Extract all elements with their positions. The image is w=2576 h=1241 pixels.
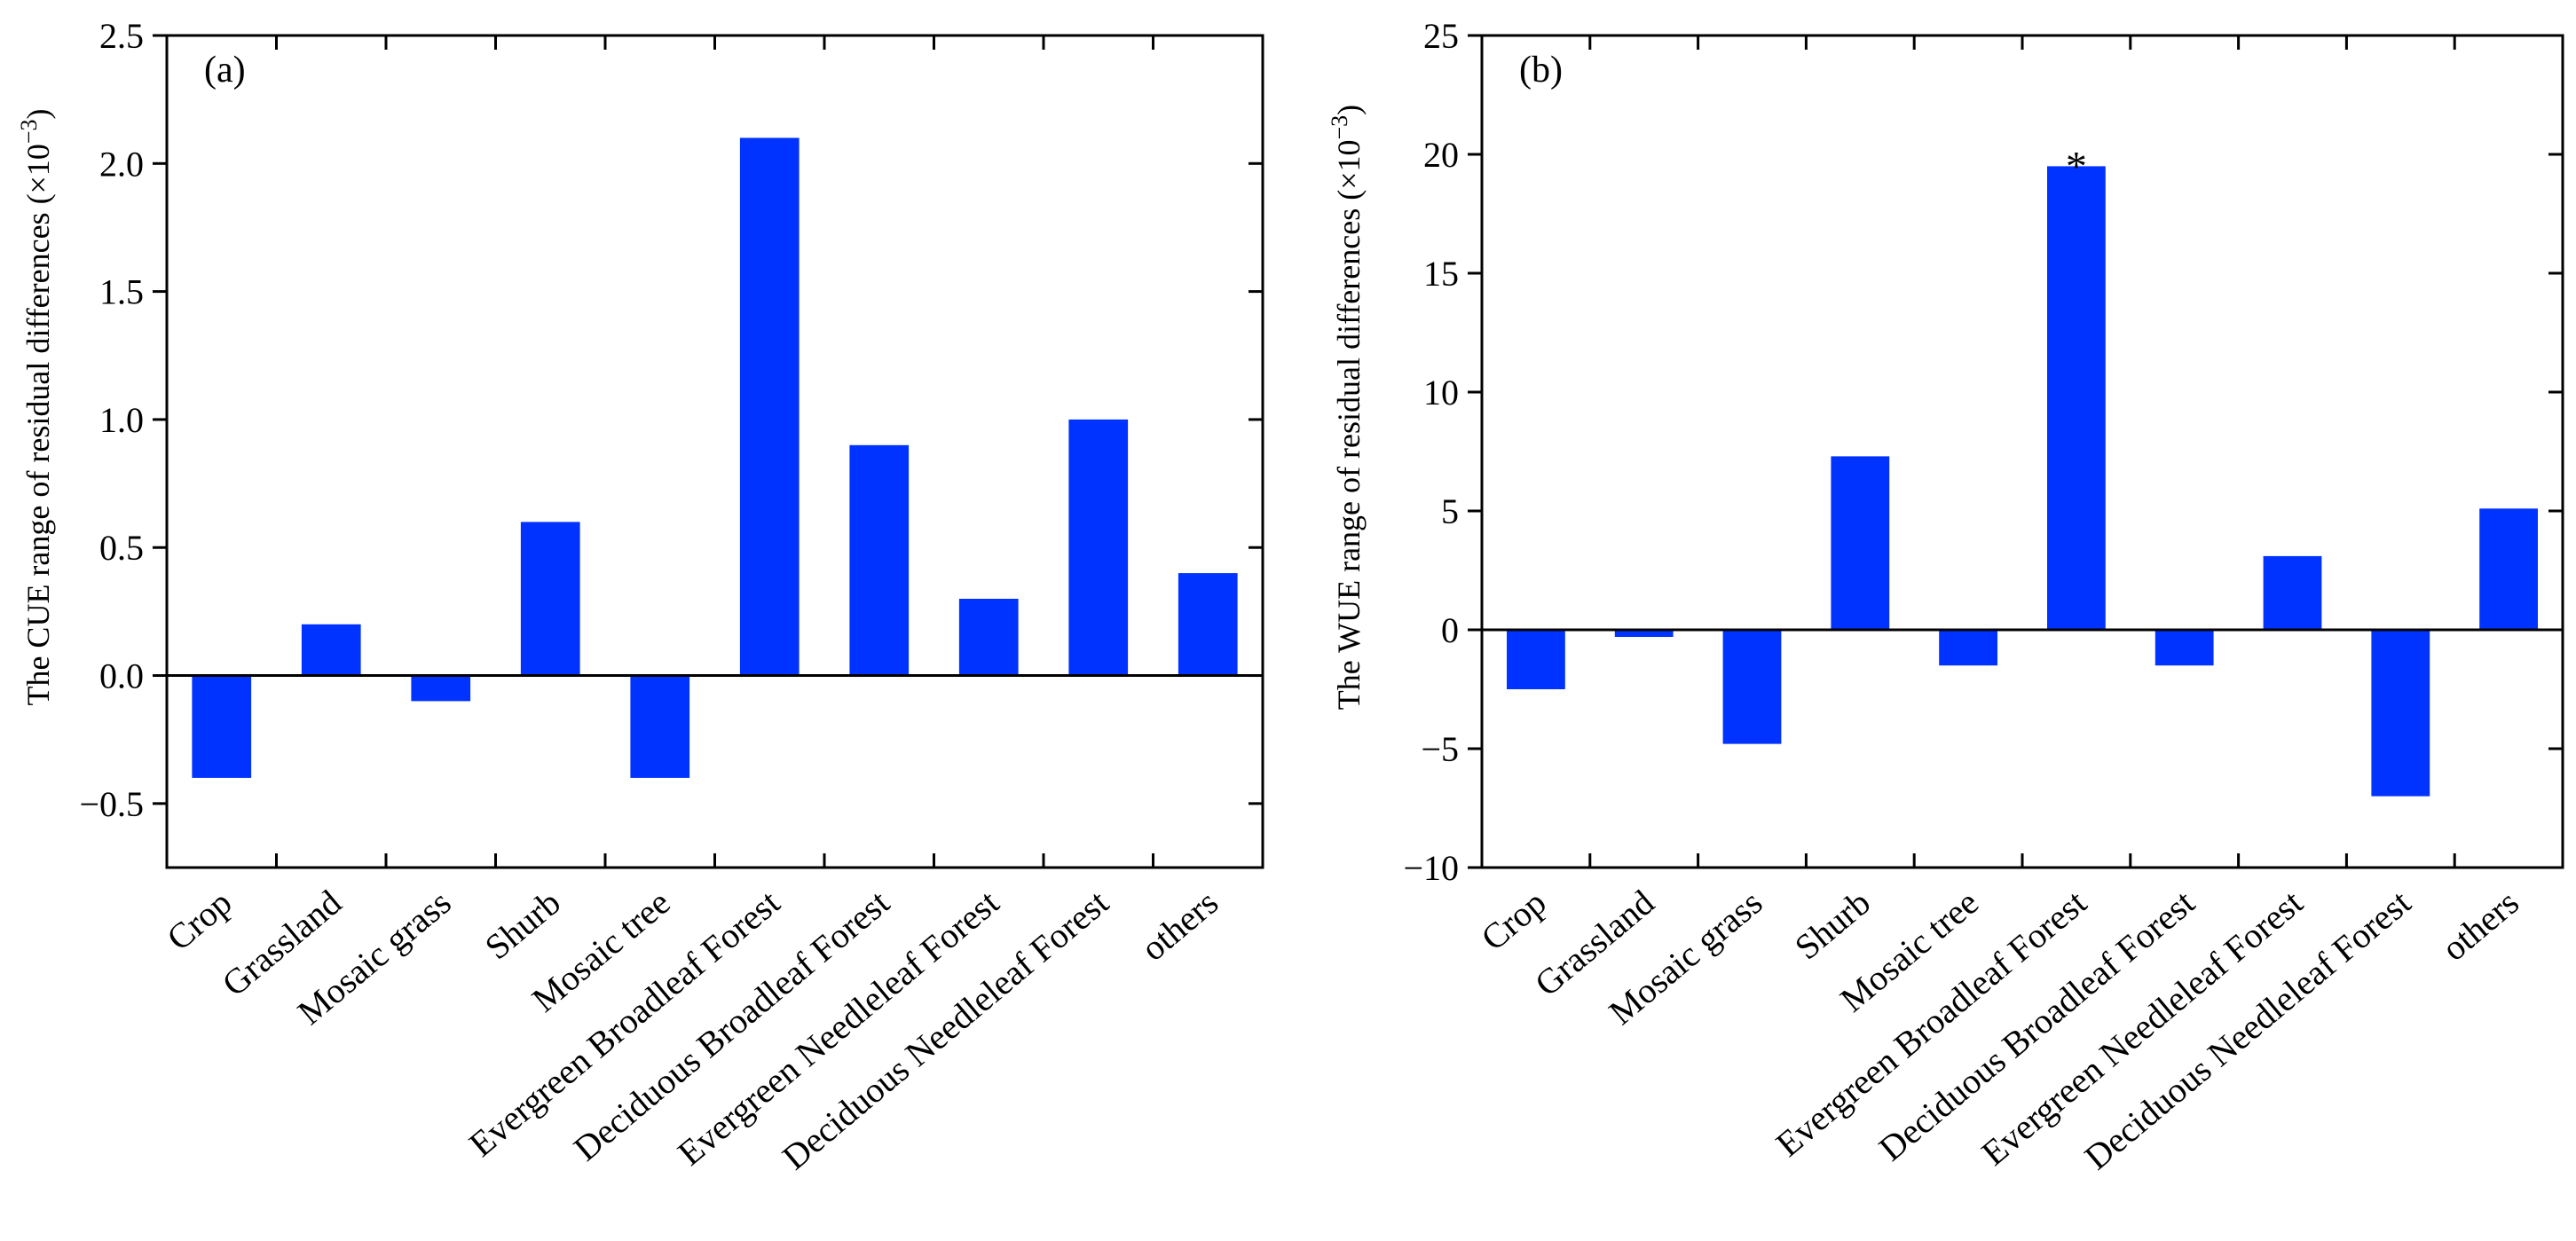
y-tick-label: 5 — [1441, 491, 1459, 531]
bar-8 — [2371, 630, 2430, 797]
x-category-label: Shurb — [477, 882, 568, 967]
bar-1 — [301, 624, 361, 676]
y-axis-unit-exponent: −3 — [1327, 115, 1352, 140]
bar-4 — [630, 675, 690, 778]
bar-5 — [2047, 166, 2106, 630]
bar-0 — [192, 675, 252, 778]
bar-4 — [1939, 630, 1997, 666]
y-tick-label: 25 — [1423, 16, 1459, 56]
y-tick-label: 10 — [1423, 373, 1459, 412]
y-tick-label: 0.0 — [99, 656, 144, 696]
y-tick-label: 15 — [1423, 254, 1459, 294]
y-axis-title: The CUE range of residual differences (×… — [16, 108, 56, 705]
y-axis-title-text: The WUE range of residual differences (×… — [1331, 139, 1367, 710]
bar-3 — [1831, 456, 1890, 630]
y-tick-label: 0.5 — [99, 528, 144, 568]
y-axis-unit-close: ) — [1331, 105, 1367, 115]
bar-6 — [2155, 630, 2214, 666]
bar-7 — [958, 599, 1019, 676]
y-axis-unit-close: ) — [20, 108, 56, 119]
x-category-label: Shurb — [1787, 882, 1878, 967]
y-axis-unit-exponent: −3 — [16, 119, 42, 144]
x-category-label: Crop — [159, 882, 239, 958]
bar-9 — [2479, 508, 2538, 630]
y-axis-title-text: The CUE range of residual differences (×… — [20, 144, 56, 705]
chart-panel-a: −0.50.00.51.01.52.02.5CropGrasslandMosai… — [16, 16, 1264, 1177]
bar-9 — [1178, 573, 1238, 676]
bar-2 — [411, 675, 471, 702]
bar-0 — [1507, 630, 1565, 689]
significance-star: * — [2066, 143, 2087, 190]
x-category-label: others — [2434, 882, 2526, 968]
x-category-label: others — [1133, 882, 1225, 968]
y-axis-title: The WUE range of residual differences (×… — [1327, 105, 1367, 710]
bar-1 — [1614, 630, 1674, 637]
y-tick-label: 1.0 — [99, 400, 144, 440]
panel-label: (b) — [1519, 50, 1563, 90]
y-tick-label: 20 — [1423, 135, 1459, 175]
x-category-label: Crop — [1473, 882, 1553, 958]
y-tick-label: −0.5 — [79, 784, 144, 824]
y-tick-label: −5 — [1421, 729, 1459, 769]
bar-6 — [849, 444, 910, 676]
y-tick-label: 2.0 — [99, 144, 144, 184]
y-tick-label: 2.5 — [99, 16, 144, 56]
y-tick-label: −10 — [1403, 848, 1459, 888]
bar-8 — [1068, 419, 1129, 676]
bar-3 — [520, 522, 580, 676]
bar-2 — [1722, 630, 1782, 744]
panel-label: (a) — [204, 50, 246, 90]
y-tick-label: 1.5 — [99, 272, 144, 312]
y-tick-label: 0 — [1441, 610, 1459, 650]
bar-5 — [739, 137, 800, 676]
bar-7 — [2263, 555, 2322, 630]
